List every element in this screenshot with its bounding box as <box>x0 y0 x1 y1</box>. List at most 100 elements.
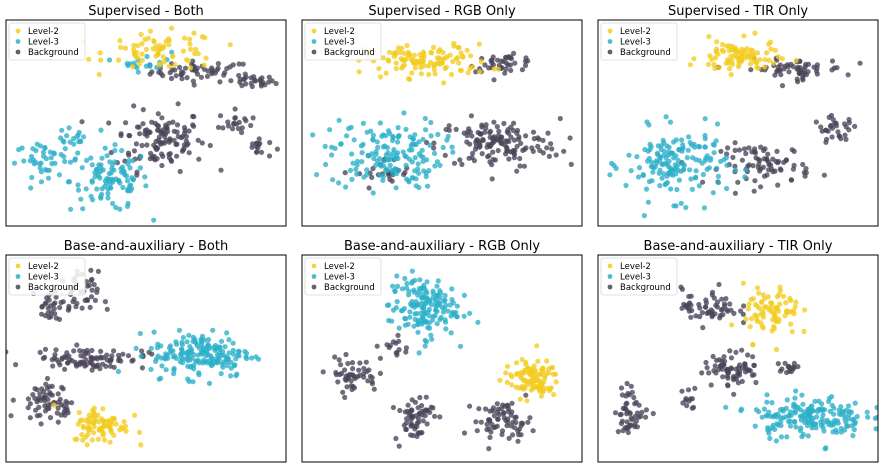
point-background <box>77 348 83 354</box>
point-background <box>144 127 150 133</box>
point-level-3 <box>37 165 43 171</box>
point-level-2 <box>538 393 545 399</box>
point-background <box>549 146 555 152</box>
point-level-3 <box>702 116 708 122</box>
point-level-2 <box>51 402 57 408</box>
point-background <box>153 138 159 145</box>
point-level-3 <box>799 392 805 398</box>
point-level-3 <box>185 357 191 364</box>
point-level-2 <box>779 56 786 62</box>
point-level-2 <box>726 58 732 64</box>
point-level-3 <box>800 401 806 407</box>
point-level-3 <box>97 175 103 181</box>
point-background <box>350 366 356 372</box>
point-level-2 <box>138 31 144 37</box>
point-level-3 <box>230 340 236 346</box>
point-level-2 <box>439 60 445 66</box>
point-level-3 <box>94 186 100 192</box>
point-level-3 <box>347 167 354 173</box>
point-level-2 <box>720 48 727 55</box>
point-level-3 <box>138 353 144 359</box>
point-background <box>137 131 143 137</box>
point-level-3 <box>226 337 232 343</box>
point-background <box>63 354 69 361</box>
point-level-3 <box>425 325 431 331</box>
point-background <box>126 152 132 158</box>
point-level-3 <box>439 304 445 310</box>
point-background <box>204 73 211 79</box>
point-level-3 <box>666 144 672 150</box>
point-level-3 <box>190 379 196 385</box>
point-level-3 <box>666 149 672 155</box>
point-background <box>615 429 621 435</box>
point-background <box>39 304 45 310</box>
point-level-2 <box>96 419 102 425</box>
point-background <box>624 400 630 406</box>
point-level-3 <box>645 148 651 154</box>
point-background <box>42 313 49 319</box>
point-background <box>155 145 161 151</box>
point-background <box>374 343 380 349</box>
point-level-3 <box>810 408 817 414</box>
point-level-2 <box>393 66 399 72</box>
point-background <box>144 142 150 148</box>
point-background <box>617 412 623 418</box>
point-level-3 <box>832 417 838 423</box>
point-level-3 <box>186 378 192 384</box>
point-level-3 <box>61 139 67 145</box>
point-background <box>836 133 843 139</box>
point-level-2 <box>775 54 782 60</box>
point-level-3 <box>28 153 35 160</box>
point-background <box>42 346 49 352</box>
point-background <box>361 365 367 372</box>
point-level-2 <box>391 53 397 60</box>
point-background <box>156 134 162 140</box>
point-level-3 <box>204 344 210 350</box>
point-background <box>508 124 514 130</box>
point-background <box>755 164 761 170</box>
point-background <box>708 382 714 388</box>
point-background <box>545 130 551 136</box>
point-level-3 <box>127 165 133 171</box>
point-level-3 <box>813 425 819 431</box>
point-level-3 <box>88 193 94 199</box>
point-background <box>713 357 720 363</box>
point-background <box>728 355 735 361</box>
point-level-3 <box>61 154 67 160</box>
point-background <box>791 148 797 154</box>
point-background <box>432 413 438 419</box>
point-level-2 <box>107 439 113 445</box>
point-level-3 <box>685 147 691 153</box>
point-level-3 <box>159 363 165 369</box>
point-level-2 <box>444 54 450 60</box>
point-background <box>752 150 759 156</box>
point-background <box>479 151 485 157</box>
point-background <box>502 70 508 76</box>
point-level-2 <box>521 370 527 376</box>
point-background <box>224 65 230 72</box>
point-background <box>356 367 362 373</box>
point-background <box>753 155 759 161</box>
point-level-3 <box>218 338 225 344</box>
point-level-3 <box>99 186 105 192</box>
point-background <box>489 176 495 182</box>
point-level-3 <box>865 414 871 420</box>
point-level-2 <box>99 425 105 431</box>
point-level-2 <box>131 42 137 49</box>
point-background <box>249 144 255 150</box>
point-level-3 <box>244 355 250 362</box>
point-background <box>343 351 349 358</box>
point-level-3 <box>413 183 419 189</box>
point-background <box>803 166 809 172</box>
point-background <box>740 365 746 371</box>
point-background <box>32 395 38 401</box>
point-background <box>149 69 155 75</box>
point-background <box>735 179 741 185</box>
point-background <box>395 332 401 338</box>
point-background <box>535 143 541 149</box>
point-background <box>636 414 642 420</box>
point-background <box>155 123 162 129</box>
point-level-3 <box>710 141 716 147</box>
point-background <box>783 157 789 164</box>
